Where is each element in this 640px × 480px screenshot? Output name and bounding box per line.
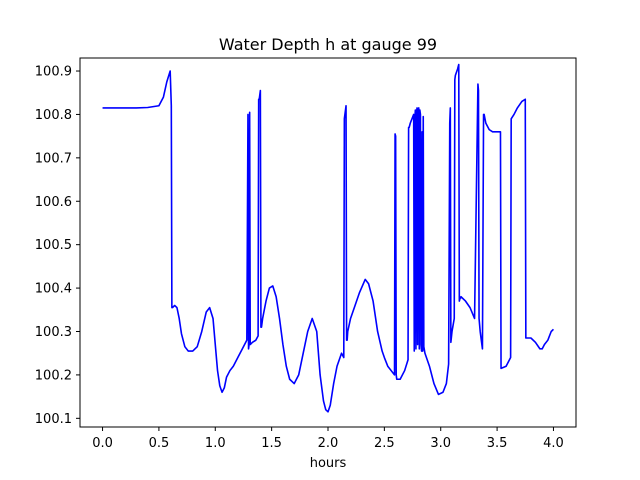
x-tick-label: 0.0 [92, 436, 113, 451]
y-tick-label: 100.7 [35, 151, 72, 166]
x-tick-label: 0.5 [149, 436, 170, 451]
x-tick-label: 3.5 [487, 436, 508, 451]
y-tick-label: 100.2 [35, 368, 72, 383]
y-axis: 100.1 100.2 100.3 100.4 100.5 100.6 100.7 100.8… [35, 65, 80, 427]
x-tick-label: 3.0 [430, 436, 451, 451]
y-tick-label: 100.4 [35, 282, 72, 297]
y-tick-label: 100.8 [35, 108, 72, 123]
x-axis-label: hours [310, 456, 347, 471]
y-tick-label: 100.6 [35, 195, 72, 210]
y-tick-label: 100.5 [35, 238, 72, 253]
x-tick-label: 4.0 [543, 436, 564, 451]
x-tick-label: 1.0 [205, 436, 226, 451]
chart-title: Water Depth h at gauge 99 [219, 35, 437, 54]
x-tick-label: 1.5 [261, 436, 282, 451]
y-tick-label: 100.3 [35, 325, 72, 340]
y-tick-label: 100.9 [35, 65, 72, 80]
x-tick-label: 2.5 [374, 436, 395, 451]
y-tick-label: 100.1 [35, 412, 72, 427]
x-axis: 0.0 0.5 1.0 1.5 2.0 2.5 3.0 3.5 4.0 [92, 427, 564, 451]
series-line [102, 63, 555, 413]
series-layer [102, 63, 555, 413]
x-tick-label: 2.0 [318, 436, 339, 451]
